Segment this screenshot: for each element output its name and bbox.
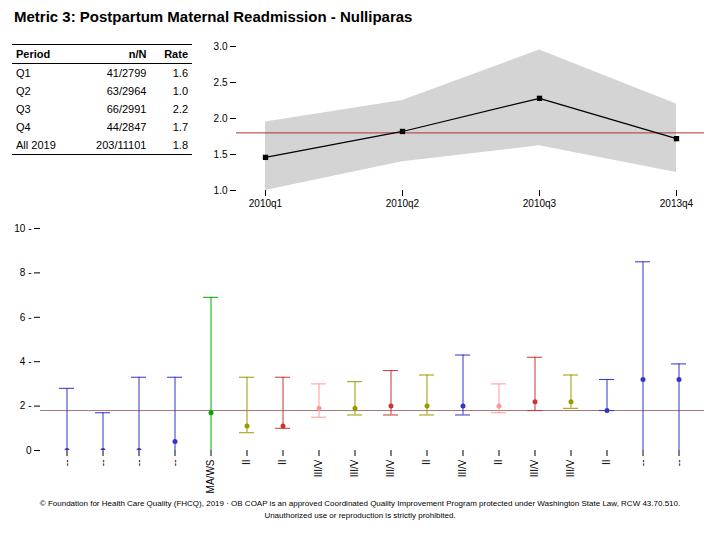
html-text:1.8: 1.8 [172, 139, 188, 151]
svg-text:III/V: III/V [385, 459, 396, 477]
svg-text:2013q4: 2013q4 [660, 198, 694, 209]
html-text:66/2991: 66/2991 [106, 103, 147, 115]
svg-text:III/V: III/V [565, 459, 576, 477]
svg-text:II: II [493, 460, 504, 466]
svg-text:--: -- [673, 460, 684, 467]
html-text:1.0: 1.0 [172, 85, 188, 97]
svg-text:2010q2: 2010q2 [386, 198, 420, 209]
svg-text:III/V: III/V [529, 459, 540, 477]
svg-text:--: -- [169, 460, 180, 467]
html-text:44/2847: 44/2847 [106, 121, 147, 133]
html-text:Q4: Q4 [16, 121, 31, 133]
html-text:Metric 3: Postpartum Maternal: Metric 3: Postpartum Maternal Readmissio… [14, 8, 413, 25]
html-text:© Foundation for Health Care Q: © Foundation for Health Care Quality (FH… [39, 499, 681, 508]
html-text:2.2: 2.2 [172, 103, 188, 115]
html-text:Q2: Q2 [16, 85, 31, 97]
html-text:Period: Period [16, 48, 51, 60]
svg-text:MA/WS: MA/WS [205, 459, 216, 493]
svg-text:II: II [421, 460, 432, 466]
html-text:63/2964: 63/2964 [106, 85, 147, 97]
html-text:1.6: 1.6 [172, 67, 188, 79]
svg-text:2.0: 2.0 [214, 113, 228, 124]
html-text:Q1: Q1 [16, 67, 31, 79]
html-text:n/N: n/N [128, 48, 147, 60]
svg-text:--: -- [637, 460, 648, 467]
html-text:1.7: 1.7 [172, 121, 188, 133]
svg-text:8 -: 8 - [20, 267, 32, 278]
svg-text:--: -- [97, 460, 108, 467]
svg-text:II: II [241, 460, 252, 466]
svg-text:II: II [601, 460, 612, 466]
svg-text:2 -: 2 - [20, 400, 32, 411]
svg-text:3.0: 3.0 [214, 41, 228, 52]
html-text:All 2019: All 2019 [16, 139, 56, 151]
svg-text:--: -- [61, 460, 72, 467]
html-text:Q3: Q3 [16, 103, 31, 115]
html-text:41/2799: 41/2799 [106, 67, 147, 79]
svg-text:1.5: 1.5 [214, 149, 228, 160]
svg-text:III/V: III/V [457, 459, 468, 477]
svg-text:--: -- [133, 460, 144, 467]
svg-text:II: II [277, 460, 288, 466]
svg-text:4 -: 4 - [20, 356, 32, 367]
svg-text:III/V: III/V [313, 459, 324, 477]
svg-text:2.5: 2.5 [214, 77, 228, 88]
svg-text:2010q1: 2010q1 [249, 198, 283, 209]
svg-text:10 -: 10 - [14, 223, 31, 234]
html-text:Rate: Rate [164, 48, 188, 60]
svg-text:1.0: 1.0 [214, 185, 228, 196]
svg-text:6 -: 6 - [20, 312, 32, 323]
svg-text:III/V: III/V [349, 459, 360, 477]
html-text:Unauthorized use or reproducti: Unauthorized use or reproduction is stri… [264, 511, 456, 520]
svg-text:2010q3: 2010q3 [523, 198, 557, 209]
svg-text:0: 0 [26, 445, 32, 456]
html-text:203/11101: 203/11101 [96, 139, 147, 151]
